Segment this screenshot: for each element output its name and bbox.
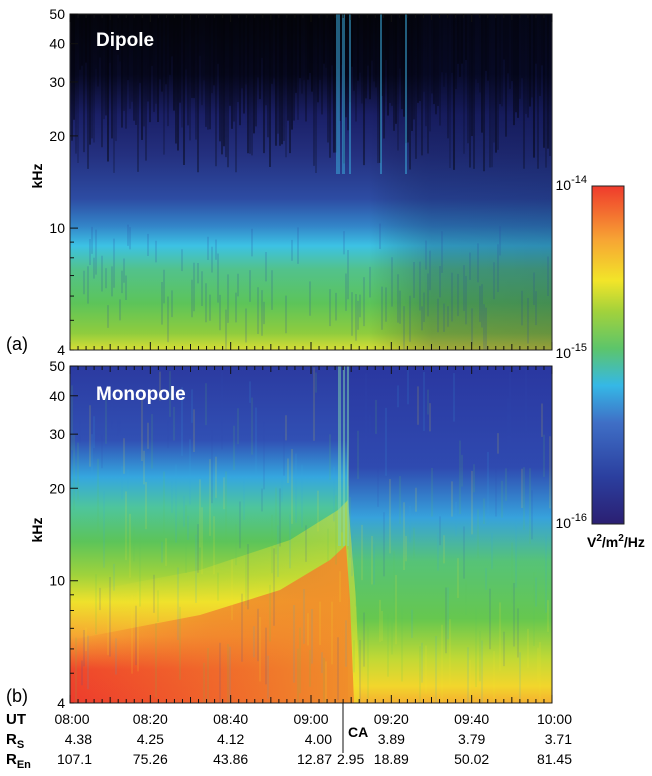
y-tick-label: 20 xyxy=(49,480,65,496)
row-value-REn: 50.02 xyxy=(454,751,489,767)
row-label-RS: RS xyxy=(6,731,24,751)
row-value-UT: 08:20 xyxy=(133,711,168,727)
y-tick-label: 50 xyxy=(49,358,65,374)
y-tick-label: 20 xyxy=(49,128,65,144)
row-value-UT: 10:00 xyxy=(537,711,572,727)
ca-value: 2.95 xyxy=(337,751,364,767)
dipole-y-label: kHz xyxy=(29,164,45,189)
panel-label-a: (a) xyxy=(6,334,28,354)
bright-feature xyxy=(338,366,341,546)
bright-feature xyxy=(380,14,382,174)
y-tick-label: 10 xyxy=(49,220,65,236)
row-label-UT: UT xyxy=(6,711,26,728)
monopole-yellow-wedge xyxy=(70,500,360,703)
row-value-UT: 08:00 xyxy=(54,711,89,727)
y-tick-label: 50 xyxy=(49,6,65,22)
monopole-title: Monopole xyxy=(96,384,186,405)
row-value-RS: 3.79 xyxy=(458,731,485,747)
x-axis-rows: UT 08:00 08:20 08:40 09:00 09:20 09:40 10:00 RS 4… xyxy=(6,711,572,771)
bright-feature xyxy=(342,14,345,174)
row-value-REn: 81.45 xyxy=(537,751,572,767)
row-value-RS: 3.89 xyxy=(378,731,405,747)
monopole-post-ca-region xyxy=(348,366,552,703)
y-tick-label: 30 xyxy=(49,74,65,90)
row-value-UT: 09:20 xyxy=(374,711,409,727)
y-tick-label: 4 xyxy=(57,342,65,358)
row-value-REn: 75.26 xyxy=(133,751,168,767)
ca-label: CA xyxy=(348,724,368,740)
colorbar-mid-label: 10-15 xyxy=(556,342,587,361)
closest-approach-marker: CA 2.95 xyxy=(337,703,368,767)
y-tick-label: 30 xyxy=(49,426,65,442)
monopole-y-ticks: 4 10 20 30 40 50 xyxy=(49,358,78,711)
row-value-UT: 09:40 xyxy=(454,711,489,727)
colorbar-gradient xyxy=(591,185,625,525)
monopole-y-label: kHz xyxy=(29,518,45,543)
row-value-REn: 107.1 xyxy=(57,751,92,767)
row-label-REn: REn xyxy=(6,751,31,771)
bright-feature xyxy=(405,14,407,174)
bright-feature xyxy=(347,366,349,546)
bright-feature xyxy=(343,366,345,546)
bright-feature xyxy=(336,14,340,174)
monopole-texture xyxy=(70,366,551,703)
row-value-UT: 09:00 xyxy=(293,711,328,727)
row-value-RS: 3.71 xyxy=(545,731,572,747)
dipole-title: Dipole xyxy=(96,30,154,51)
colorbar-max-label: 10-14 xyxy=(556,174,587,193)
monopole-x-ticks xyxy=(69,366,553,703)
row-value-REn: 43.86 xyxy=(213,751,248,767)
dipole-texture xyxy=(70,14,551,350)
bright-feature xyxy=(349,14,351,174)
dipole-y-ticks: 4 10 20 30 40 50 xyxy=(49,6,78,358)
row-value-UT: 08:40 xyxy=(213,711,248,727)
row-value-RS: 4.25 xyxy=(137,731,164,747)
row-value-REn: 18.89 xyxy=(374,751,409,767)
panel-label-b: (b) xyxy=(6,686,28,706)
monopole-panel: 4 10 20 30 40 50 Monopole kHz (b) xyxy=(6,358,553,711)
dipole-panel: 4 10 20 30 40 50 Dipole kHz (a) xyxy=(6,6,553,358)
y-tick-label: 40 xyxy=(49,36,65,52)
y-tick-label: 10 xyxy=(49,573,65,589)
row-value-REn: 12.87 xyxy=(297,751,332,767)
dipole-x-ticks xyxy=(69,14,553,350)
row-value-RS: 4.38 xyxy=(65,731,92,747)
colorbar-min-label: 10-16 xyxy=(556,512,587,531)
colorbar: 10-14 10-15 10-16 V2/m2/Hz xyxy=(556,174,645,550)
row-value-RS: 4.12 xyxy=(217,731,244,747)
colorbar-unit: V2/m2/Hz xyxy=(587,533,645,550)
y-tick-label: 4 xyxy=(57,695,65,711)
row-value-RS: 4.00 xyxy=(305,731,332,747)
y-tick-label: 40 xyxy=(49,388,65,404)
